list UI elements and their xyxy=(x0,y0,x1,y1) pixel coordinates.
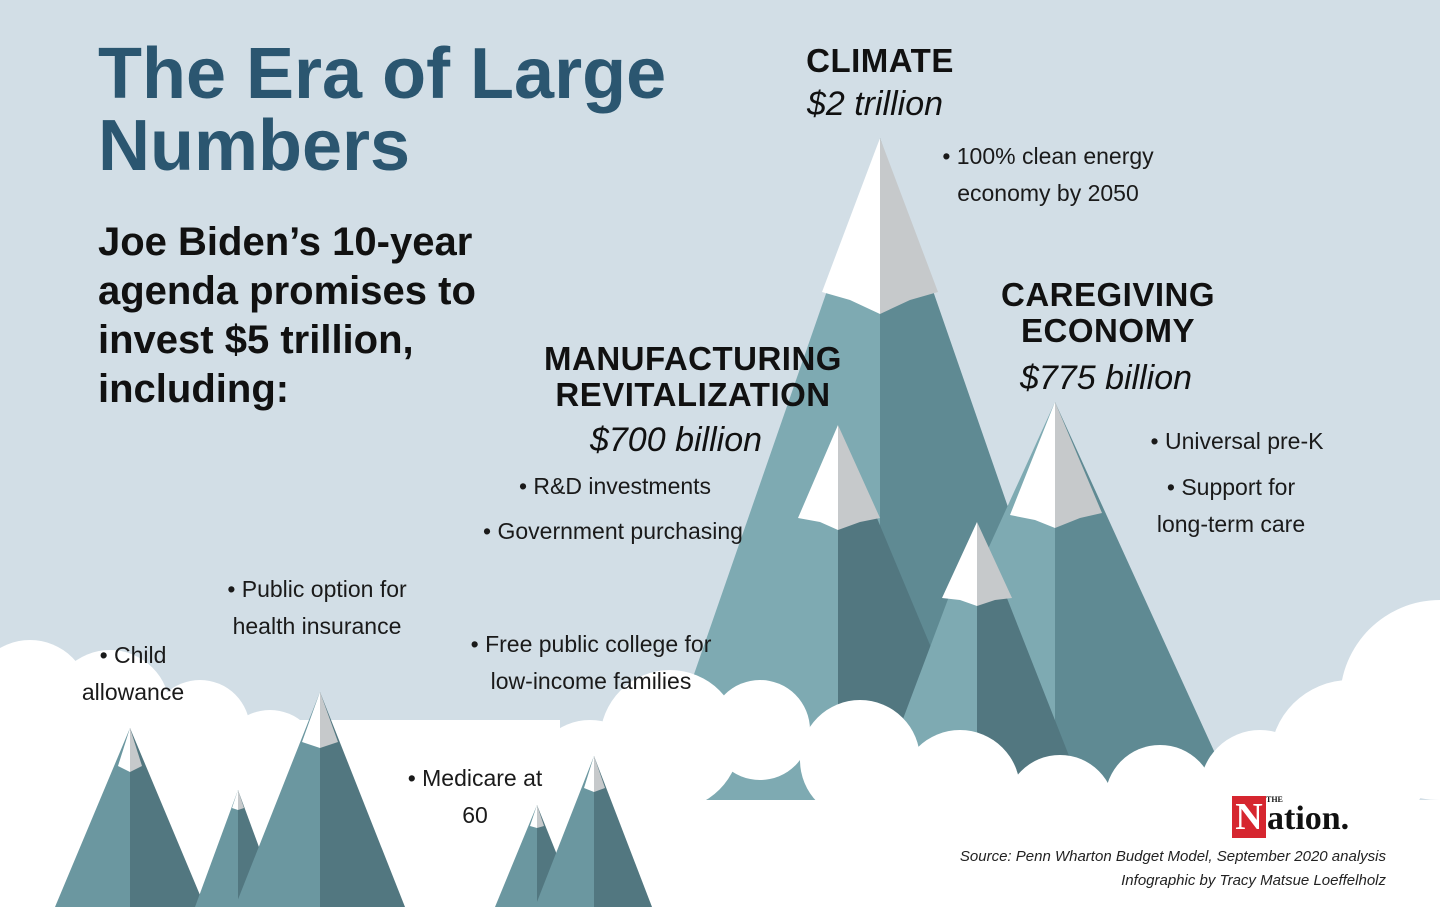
center-small-mountains xyxy=(495,756,652,907)
caregiving-heading-line1: CAREGIVING xyxy=(1000,276,1216,313)
climate-amount: $2 trillion xyxy=(806,85,944,123)
free-college-text: • Free public college for low-income fam… xyxy=(470,631,712,694)
manufacturing-heading-line1: MANUFACTURING xyxy=(544,340,842,377)
page-title: The Era of Large Numbers xyxy=(98,34,667,186)
manufacturing-amount: $700 billion xyxy=(589,421,763,459)
child-allowance-text: • Child allowance xyxy=(81,642,185,705)
logo-rest: ation. xyxy=(1267,800,1350,837)
the-nation-logo: N THE ation. xyxy=(1232,796,1349,838)
infographic-credit: Infographic by Tracy Matsue Loeffelholz xyxy=(1121,872,1386,889)
caregiving-amount: $775 billion xyxy=(1019,359,1193,397)
manufacturing-heading-line2: REVITALIZATION xyxy=(555,376,831,413)
public-option-text: • Public option for health insurance xyxy=(227,576,407,639)
manufacturing-bullet-rd: • R&D investments xyxy=(518,473,712,499)
medicare-text: • Medicare at 60 xyxy=(407,765,543,828)
subtitle: Joe Biden’s 10-year agenda promises to i… xyxy=(98,220,476,411)
left-mountains xyxy=(55,692,405,907)
climate-bullet: • 100% clean energy economy by 2050 xyxy=(942,143,1154,206)
climate-heading: CLIMATE xyxy=(806,42,954,79)
caregiving-bullet-care: • Support for long-term care xyxy=(1156,474,1306,537)
source-credit: Source: Penn Wharton Budget Model, Septe… xyxy=(959,848,1386,865)
logo-n: N xyxy=(1232,796,1266,838)
caregiving-heading-line2: ECONOMY xyxy=(1020,312,1195,349)
logo-the: THE xyxy=(1266,795,1283,804)
caregiving-bullet-prek: • Universal pre-K xyxy=(1150,428,1324,454)
manufacturing-bullet-gov: • Government purchasing xyxy=(483,518,743,544)
